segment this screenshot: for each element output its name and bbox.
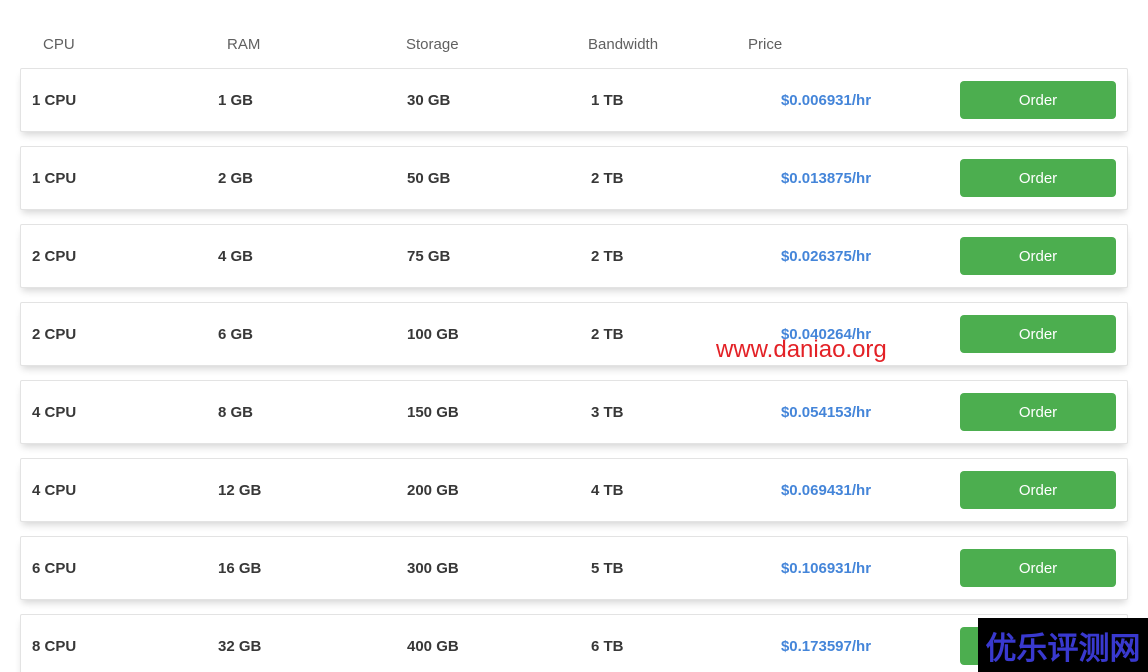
table-row: 4 CPU 12 GB 200 GB 4 TB $0.069431/hr Ord…: [20, 458, 1128, 522]
price-value: $0.069431/hr: [780, 481, 872, 499]
column-header-storage: Storage: [406, 36, 459, 53]
storage-value: 200 GB: [407, 481, 459, 499]
bandwidth-value: 1 TB: [591, 91, 624, 109]
table-row: 6 CPU 16 GB 300 GB 5 TB $0.106931/hr Ord…: [20, 536, 1128, 600]
cpu-value: 2 CPU: [32, 247, 77, 265]
order-button[interactable]: Order: [960, 237, 1116, 275]
order-button[interactable]: Order: [960, 159, 1116, 197]
ram-value: 16 GB: [218, 559, 262, 577]
column-header-cpu: CPU: [43, 36, 75, 53]
badge-watermark: 优乐评测网: [978, 618, 1148, 672]
cpu-value: 8 CPU: [32, 637, 77, 655]
column-header-ram: RAM: [227, 36, 261, 53]
storage-value: 30 GB: [407, 91, 451, 109]
order-button[interactable]: Order: [960, 393, 1116, 431]
table-row: 4 CPU 8 GB 150 GB 3 TB $0.054153/hr Orde…: [20, 380, 1128, 444]
ram-value: 6 GB: [218, 325, 254, 343]
ram-value: 4 GB: [218, 247, 254, 265]
price-value: $0.013875/hr: [780, 169, 872, 187]
table-row: 1 CPU 2 GB 50 GB 2 TB $0.013875/hr Order: [20, 146, 1128, 210]
storage-value: 300 GB: [407, 559, 459, 577]
bandwidth-value: 4 TB: [591, 481, 624, 499]
storage-value: 400 GB: [407, 637, 459, 655]
table-row: 8 CPU 32 GB 400 GB 6 TB $0.173597/hr Ord…: [20, 614, 1128, 672]
column-header-bandwidth: Bandwidth: [588, 36, 659, 53]
column-header-price: Price: [748, 36, 783, 53]
price-value: $0.054153/hr: [780, 403, 872, 421]
ram-value: 32 GB: [218, 637, 262, 655]
price-value: $0.173597/hr: [780, 637, 872, 655]
order-button[interactable]: Order: [960, 549, 1116, 587]
bandwidth-value: 6 TB: [591, 637, 624, 655]
bandwidth-value: 3 TB: [591, 403, 624, 421]
order-cell: Order: [911, 315, 1127, 353]
price-value: $0.040264/hr: [780, 325, 872, 343]
cpu-value: 2 CPU: [32, 325, 77, 343]
pricing-table: CPU RAM Storage Bandwidth Price 1 CPU 1 …: [20, 0, 1128, 672]
ram-value: 2 GB: [218, 169, 254, 187]
table-row: 2 CPU 6 GB 100 GB 2 TB $0.040264/hr Orde…: [20, 302, 1128, 366]
ram-value: 12 GB: [218, 481, 262, 499]
order-cell: Order: [911, 159, 1127, 197]
order-button[interactable]: Order: [960, 315, 1116, 353]
ram-value: 1 GB: [218, 91, 254, 109]
cpu-value: 4 CPU: [32, 481, 77, 499]
cpu-value: 1 CPU: [32, 169, 77, 187]
price-value: $0.106931/hr: [780, 559, 872, 577]
table-row: 1 CPU 1 GB 30 GB 1 TB $0.006931/hr Order: [20, 68, 1128, 132]
order-cell: Order: [911, 471, 1127, 509]
order-cell: Order: [911, 393, 1127, 431]
bandwidth-value: 5 TB: [591, 559, 624, 577]
storage-value: 100 GB: [407, 325, 459, 343]
badge-watermark-text: 优乐评测网: [985, 630, 1141, 666]
order-cell: Order: [911, 81, 1127, 119]
storage-value: 150 GB: [407, 403, 459, 421]
table-row: 2 CPU 4 GB 75 GB 2 TB $0.026375/hr Order: [20, 224, 1128, 288]
cpu-value: 6 CPU: [32, 559, 77, 577]
order-button[interactable]: Order: [960, 471, 1116, 509]
order-button[interactable]: Order: [960, 81, 1116, 119]
cpu-value: 1 CPU: [32, 91, 77, 109]
order-cell: Order: [911, 549, 1127, 587]
table-header-row: CPU RAM Storage Bandwidth Price: [20, 0, 1128, 53]
ram-value: 8 GB: [218, 403, 254, 421]
storage-value: 75 GB: [407, 247, 451, 265]
site-watermark: www.daniao.org: [716, 336, 887, 363]
storage-value: 50 GB: [407, 169, 451, 187]
bandwidth-value: 2 TB: [591, 247, 624, 265]
order-cell: Order: [911, 237, 1127, 275]
bandwidth-value: 2 TB: [591, 325, 624, 343]
bandwidth-value: 2 TB: [591, 169, 624, 187]
price-value: $0.006931/hr: [780, 91, 872, 109]
price-value: $0.026375/hr: [780, 247, 872, 265]
cpu-value: 4 CPU: [32, 403, 77, 421]
